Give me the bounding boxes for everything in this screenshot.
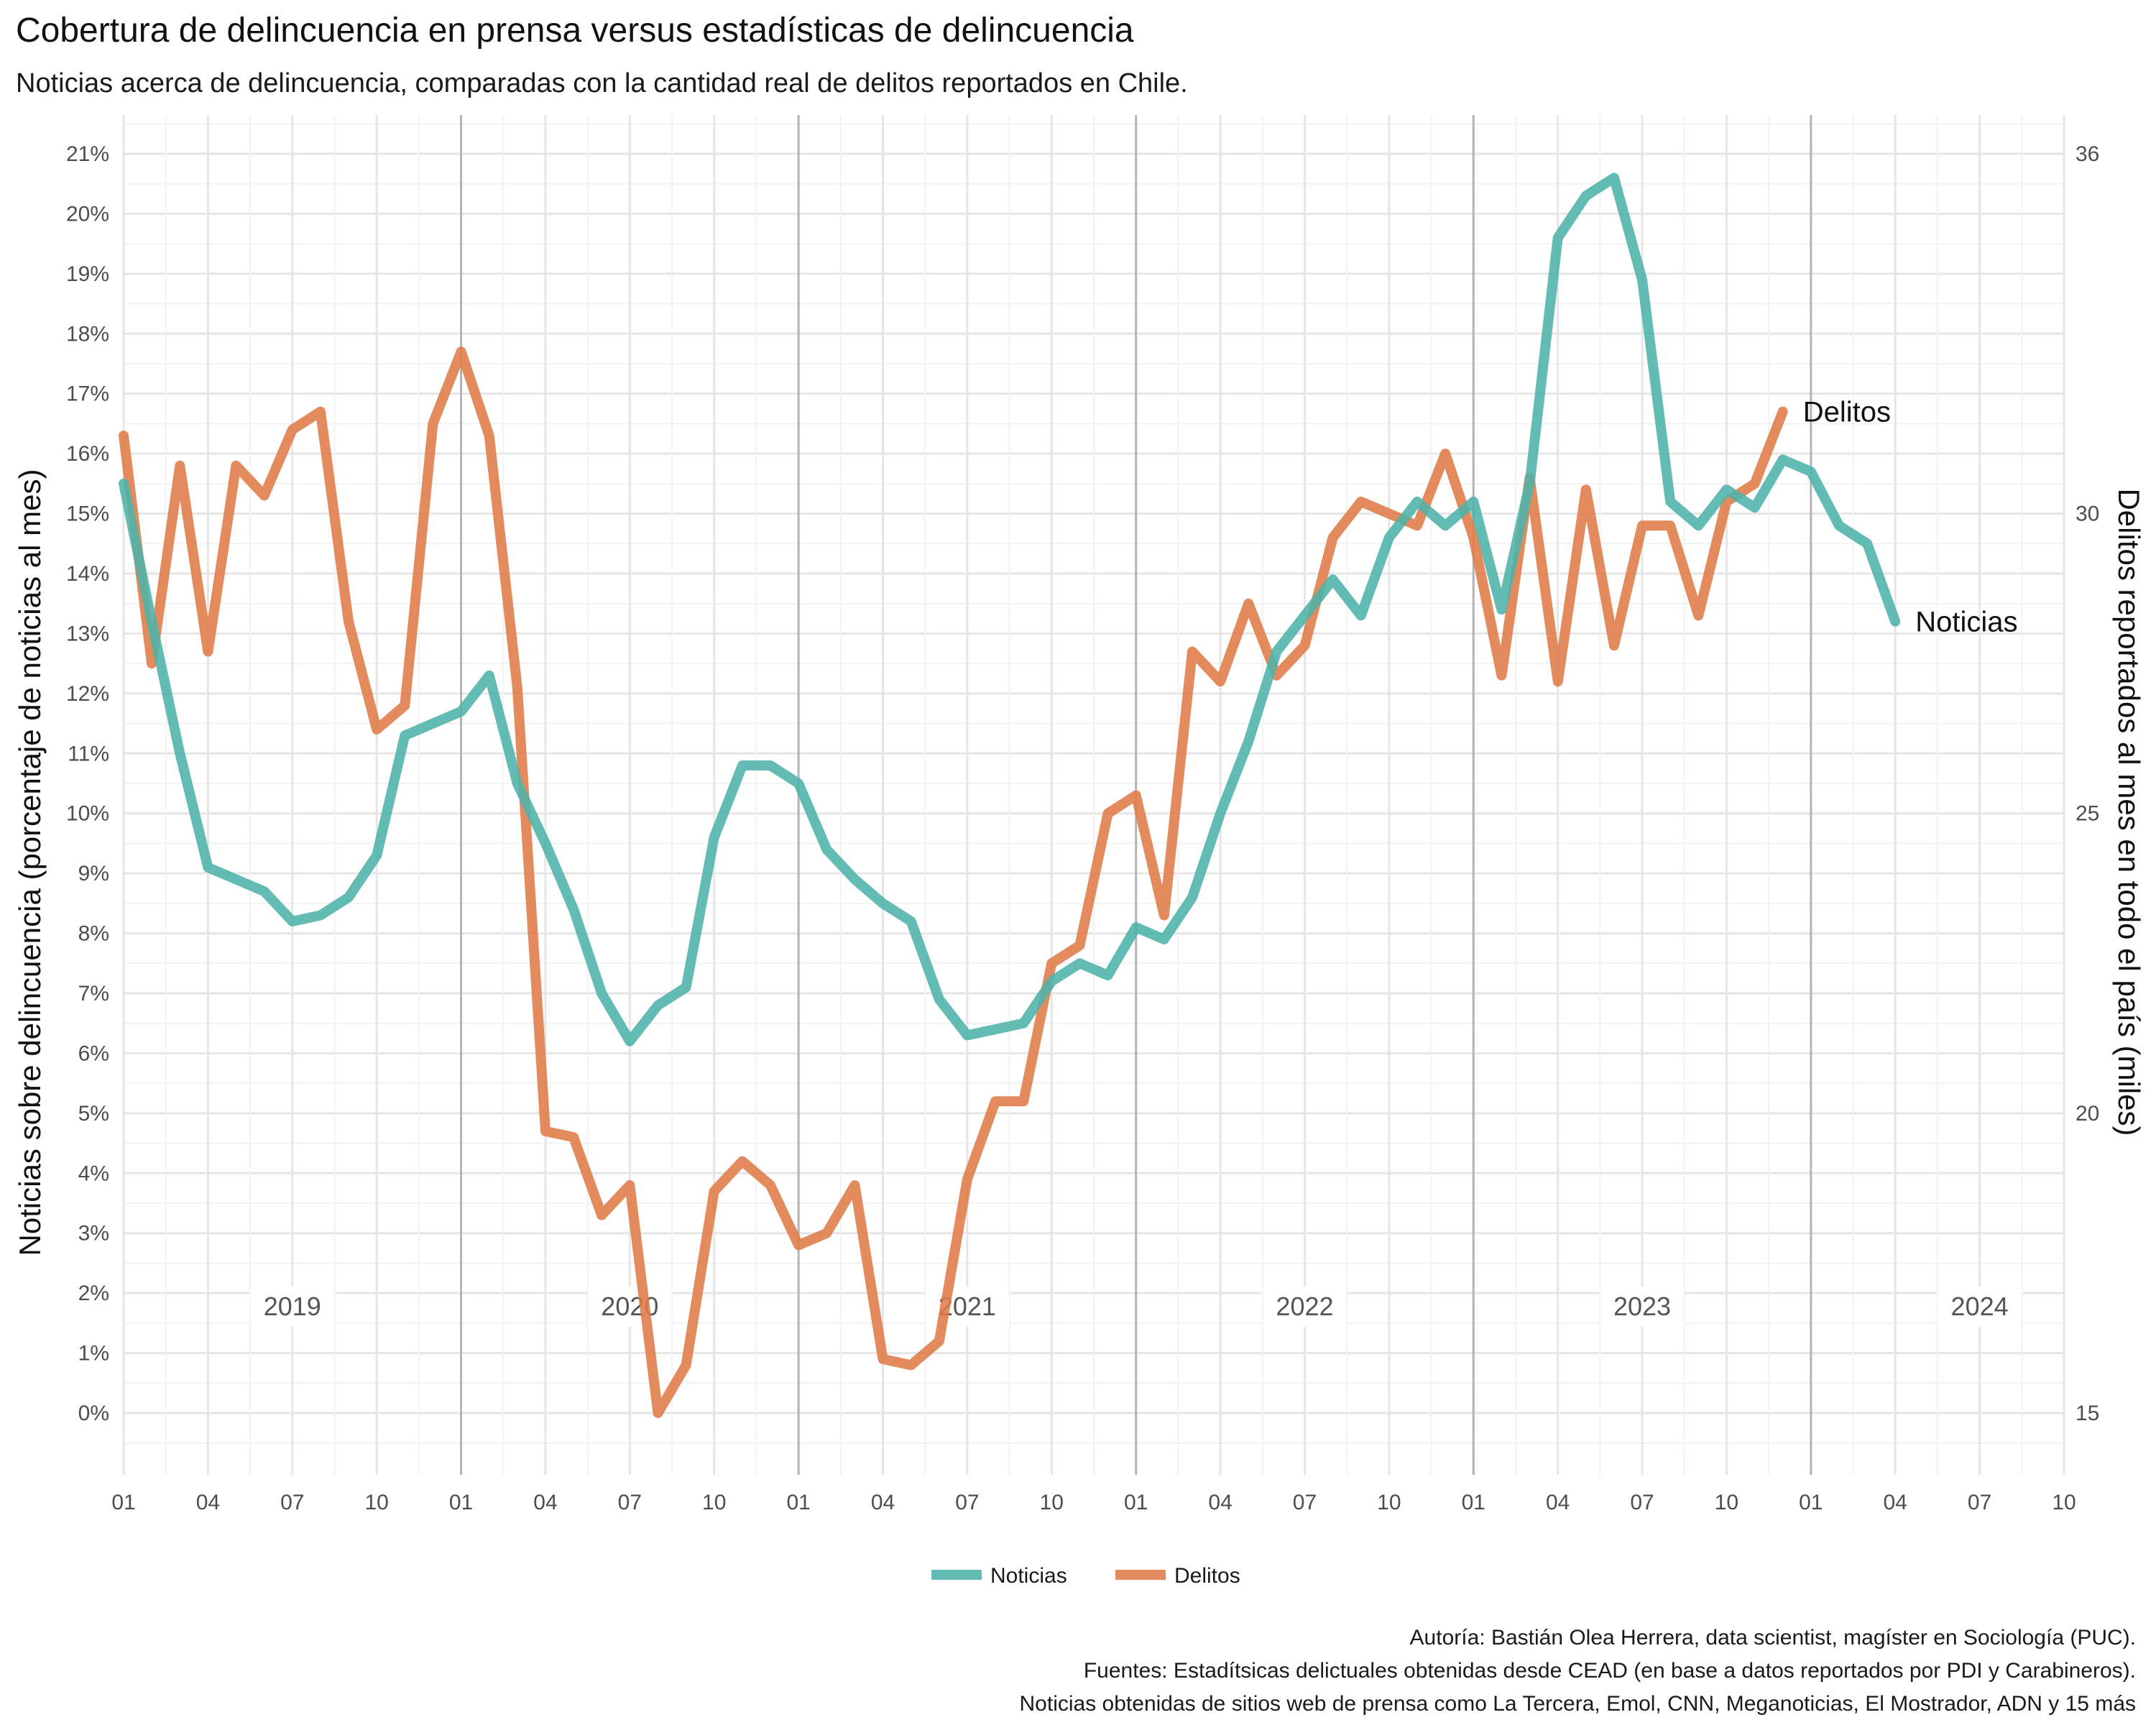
x-tick-label: 07 [1968,1491,1991,1514]
x-tick-label: 07 [1293,1491,1317,1514]
y-left-tick-label: 17% [66,382,109,406]
y-left-tick-label: 1% [78,1342,109,1366]
caption-news-sources: Noticias obtenidas de sitios web de pren… [1020,1692,2136,1716]
y-left-tick-label: 7% [78,982,109,1006]
year-label-box [1263,1287,1347,1327]
series-line-delitos [119,346,1788,1418]
x-tick-label: 07 [955,1491,979,1514]
y-left-tick-label: 9% [78,862,109,886]
year-label-box [250,1287,334,1327]
y-left-tick-label: 5% [78,1102,109,1126]
x-tick-label: 01 [449,1491,473,1514]
x-tick-label: 04 [196,1491,220,1514]
series-end-label-noticias: Noticias [1915,607,2017,638]
grid-layer [122,115,2065,1475]
x-tick-label: 01 [1462,1491,1485,1514]
year-label: 2024 [1951,1292,2009,1321]
ticks-layer: 0% 1% 2% 3% 4% 5% 6% 7% 8% 9% 10% 11% 12% 13% 14% 15% 16… [66,142,2099,1514]
y-left-tick-label: 15% [66,502,109,526]
caption-author: Autoría: Bastián Olea Herrera, data scie… [1410,1626,2136,1650]
y-right-tick-label: 30 [2076,502,2099,526]
legend-item: Delitos [1115,1564,1240,1588]
x-tick-label: 04 [1208,1491,1232,1514]
year-labels-layer: 2019 2020 2021 2022 2023 2024 [250,1287,2022,1327]
y-right-tick-label: 36 [2076,142,2099,166]
x-tick-label: 04 [1546,1491,1570,1514]
y-left-tick-label: 4% [78,1162,109,1185]
y-left-tick-label: 20% [66,202,109,226]
y-right-tick-label: 20 [2076,1102,2099,1126]
series-end-label-delitos: Delitos [1803,397,1891,428]
x-tick-label: 10 [1715,1491,1738,1514]
end-labels-layer: Delitos Noticias [1803,397,2018,638]
y-left-tick-label: 13% [66,622,109,645]
x-tick-label: 10 [702,1491,726,1514]
y-left-tick-label: 10% [66,802,109,826]
y-left-tick-label: 12% [66,682,109,706]
chart-title: Cobertura de delincuencia en prensa vers… [16,12,1134,50]
y-left-tick-label: 11% [68,742,109,765]
caption-sources: Fuentes: Estadítsicas delictuales obteni… [1084,1659,2136,1683]
y-left-tick-label: 6% [78,1041,109,1065]
x-tick-label: 07 [1630,1491,1654,1514]
legend-label: Noticias [990,1564,1067,1588]
x-tick-label: 04 [533,1491,557,1514]
x-tick-label: 07 [280,1491,304,1514]
y-left-tick-label: 0% [78,1402,109,1425]
y-left-tick-label: 19% [66,262,109,286]
year-label: 2023 [1613,1292,1671,1321]
x-tick-label: 04 [871,1491,895,1514]
x-tick-label: 10 [1040,1491,1064,1514]
y-left-tick-label: 21% [66,142,109,166]
y-left-tick-label: 18% [66,322,109,346]
y-right-tick-label: 15 [2076,1402,2099,1425]
y-left-tick-label: 16% [66,442,109,466]
x-tick-label: 01 [111,1491,135,1514]
legend-item: Noticias [931,1564,1067,1588]
x-tick-label: 04 [1884,1491,1907,1514]
x-tick-label: 01 [1124,1491,1148,1514]
x-tick-label: 10 [364,1491,388,1514]
y-left-tick-label: 8% [78,922,109,946]
year-label-box [588,1287,672,1327]
y-axis-left-title: Noticias sobre delincuencia (porcentaje … [13,469,47,1256]
y-left-tick-label: 3% [78,1222,109,1246]
x-tick-label: 01 [1799,1491,1823,1514]
series-layer [119,172,1901,1418]
year-label-box [1938,1287,2022,1327]
year-label: 2019 [264,1292,321,1321]
series-line-noticias [119,172,1901,1046]
legend-label: Delitos [1174,1564,1240,1588]
y-axis-right-title: Delitos reportados al mes en todo el paí… [2112,488,2146,1136]
legend: Noticias Delitos [931,1564,1240,1588]
y-left-tick-label: 2% [78,1282,109,1305]
year-label-box [1600,1287,1685,1327]
x-tick-label: 01 [786,1491,810,1514]
y-left-tick-label: 14% [66,562,109,586]
x-tick-label: 10 [1377,1491,1401,1514]
x-tick-label: 10 [2052,1491,2076,1514]
year-label: 2022 [1276,1292,1333,1321]
chart-subtitle: Noticias acerca de delincuencia, compara… [16,68,1188,98]
y-right-tick-label: 25 [2076,802,2099,826]
x-tick-label: 07 [618,1491,642,1514]
